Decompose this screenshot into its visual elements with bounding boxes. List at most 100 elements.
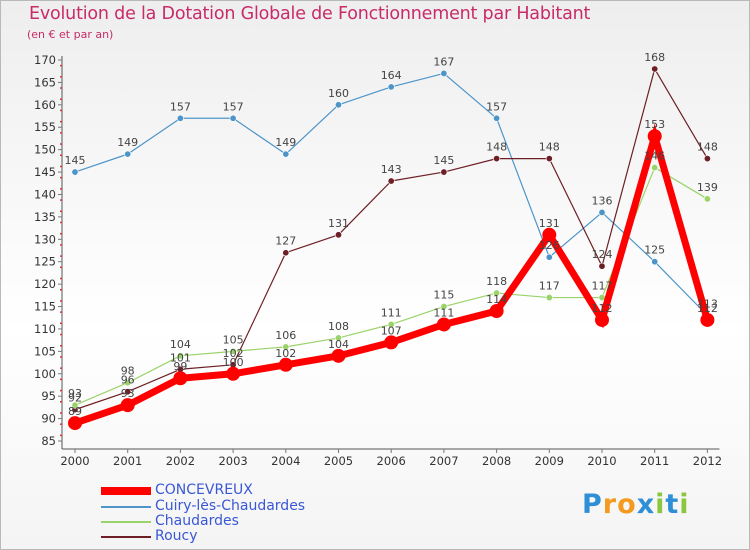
series-point <box>282 150 290 158</box>
series-point <box>173 371 188 386</box>
series-point <box>229 347 237 355</box>
data-label: 111 <box>433 306 454 319</box>
series-point <box>387 83 395 91</box>
y-tick-label: 145 <box>34 165 56 179</box>
data-label: 145 <box>65 154 86 167</box>
data-label: 148 <box>697 141 718 154</box>
series-point <box>598 208 606 216</box>
x-tick-label: 2005 <box>324 454 353 468</box>
data-label: 106 <box>275 329 296 342</box>
data-label: 89 <box>68 405 82 418</box>
series-point <box>545 155 553 163</box>
series-point <box>545 253 553 261</box>
legend-swatch <box>101 521 151 523</box>
data-label: 111 <box>381 306 402 319</box>
logo-letter: o <box>617 489 637 520</box>
data-label: 149 <box>275 136 296 149</box>
y-tick-label: 95 <box>41 389 56 403</box>
y-tick-label: 165 <box>34 75 56 89</box>
data-label: 157 <box>170 100 191 113</box>
data-label: 168 <box>644 51 665 64</box>
series-point <box>651 65 659 73</box>
data-label: 131 <box>328 217 349 230</box>
data-label: 118 <box>486 275 507 288</box>
series-point <box>440 168 448 176</box>
series-point <box>440 303 448 311</box>
data-label: 117 <box>592 280 613 293</box>
series-point <box>493 114 501 122</box>
y-tick-label: 125 <box>34 255 56 269</box>
logo-letter: i <box>679 489 690 520</box>
legend-label: Cuiry-lès-Chaudardes <box>155 498 306 514</box>
series-point <box>384 335 399 350</box>
series-point <box>436 317 451 332</box>
series-point <box>229 114 237 122</box>
series-point <box>71 401 79 409</box>
data-label: 108 <box>328 320 349 333</box>
y-tick-label: 135 <box>34 210 56 224</box>
series-point <box>647 129 662 144</box>
data-label: 92 <box>68 392 82 405</box>
series-point <box>334 231 342 239</box>
data-label: 100 <box>223 356 244 369</box>
series-point <box>595 312 609 327</box>
data-label: 96 <box>121 374 135 387</box>
legend-swatch <box>101 506 151 508</box>
y-tick-label: 170 <box>34 53 56 67</box>
data-label: 164 <box>381 69 402 82</box>
data-label: 117 <box>539 280 560 293</box>
y-tick-label: 120 <box>34 277 56 291</box>
series-point <box>282 343 290 351</box>
data-label: 125 <box>644 244 665 257</box>
data-label: 139 <box>697 181 718 194</box>
x-tick-label: 2001 <box>113 454 142 468</box>
data-label: 93 <box>121 387 135 400</box>
data-label: 146 <box>644 150 665 163</box>
y-tick-label: 150 <box>34 143 56 157</box>
series-point <box>651 164 659 172</box>
data-label: 107 <box>381 324 402 337</box>
y-tick-label: 115 <box>34 300 56 314</box>
series-lines <box>68 65 715 431</box>
series-point <box>440 69 448 77</box>
series-point <box>124 388 132 396</box>
series-point <box>493 289 501 297</box>
y-tick-label: 160 <box>34 98 56 112</box>
series-point <box>703 195 711 203</box>
series-point <box>542 227 557 242</box>
data-label: 115 <box>433 289 454 302</box>
logo-letter: P <box>582 489 603 520</box>
data-label: 102 <box>275 347 296 360</box>
data-label: 124 <box>592 248 613 261</box>
data-label: 112 <box>592 302 613 315</box>
y-tick-label: 155 <box>34 120 56 134</box>
data-label: 105 <box>223 333 244 346</box>
series-point <box>493 155 501 163</box>
x-tick-label: 2010 <box>587 454 616 468</box>
series-point <box>334 334 342 342</box>
series-point <box>124 150 132 158</box>
proxiti-logo: Proxiti <box>582 489 690 520</box>
data-label: 126 <box>539 239 560 252</box>
data-label: 101 <box>170 351 191 364</box>
y-tick-label: 85 <box>41 434 56 448</box>
series-point <box>700 312 715 327</box>
x-tick-label: 2004 <box>271 454 300 468</box>
y-tick-label: 100 <box>34 367 56 381</box>
logo-letter: t <box>665 489 680 520</box>
series-point <box>651 258 659 266</box>
data-label: 113 <box>697 297 718 310</box>
y-tick-label: 110 <box>34 322 56 336</box>
y-tick-label: 90 <box>41 412 56 426</box>
data-label: 93 <box>68 387 82 400</box>
x-tick-label: 2000 <box>60 454 89 468</box>
data-label: 114 <box>486 293 507 306</box>
x-tick-label: 2003 <box>218 454 247 468</box>
series-point <box>176 352 184 360</box>
series-point <box>387 177 395 185</box>
series-point <box>282 249 290 257</box>
logo-letter: i <box>655 489 666 520</box>
data-label: 143 <box>381 163 402 176</box>
